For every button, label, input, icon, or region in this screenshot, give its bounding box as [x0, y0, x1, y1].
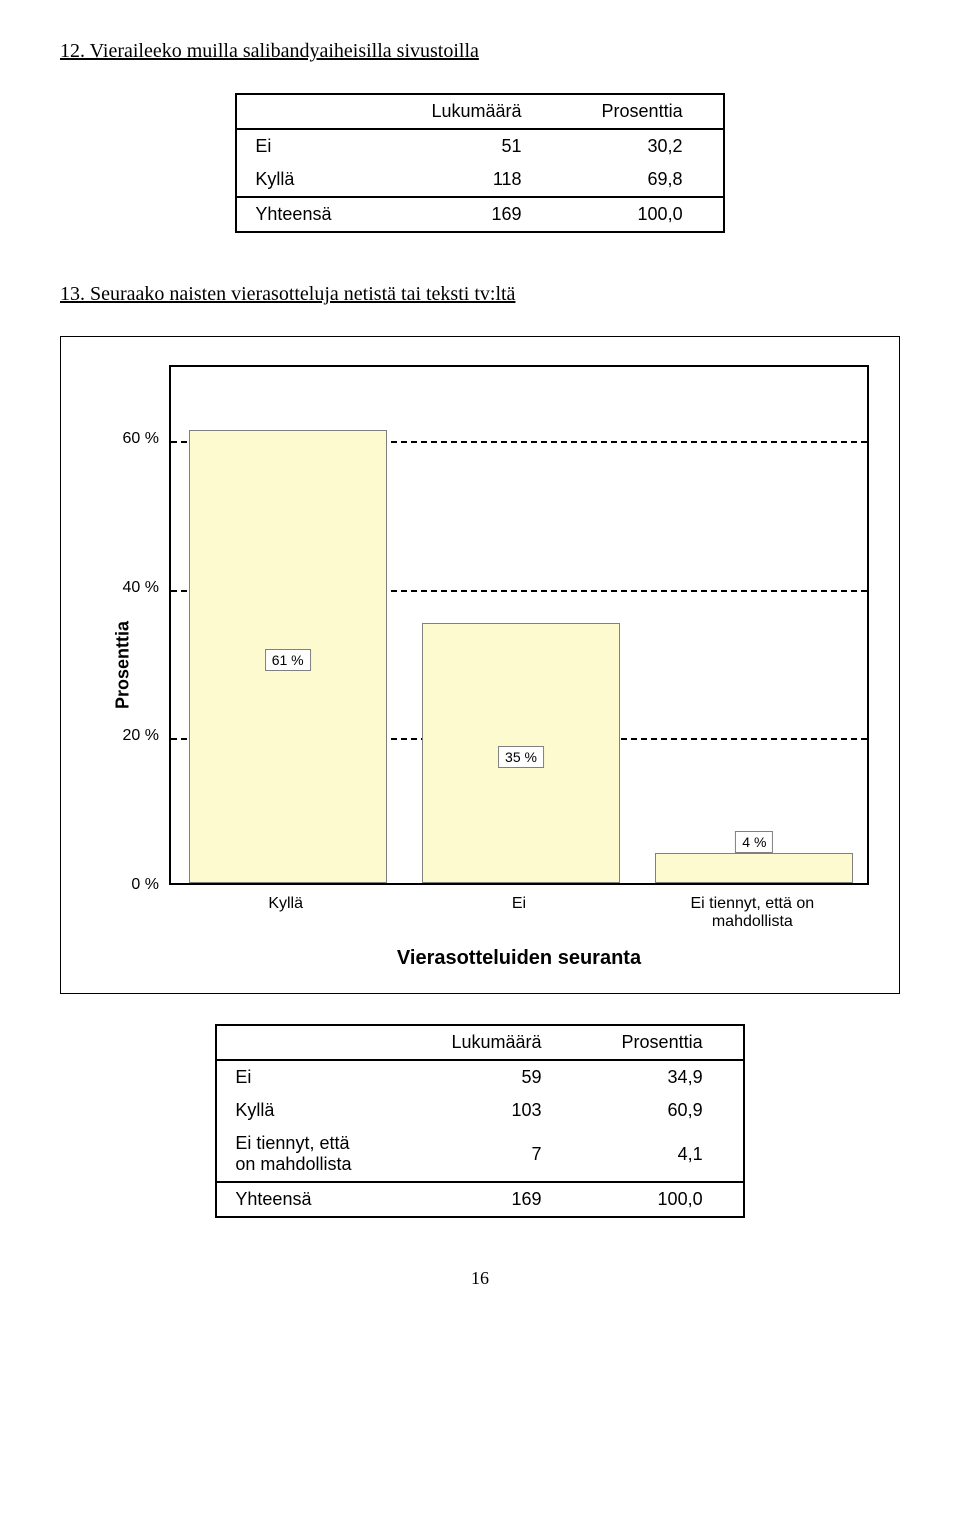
row-label: Kyllä [216, 1094, 411, 1127]
chart-y-axis-label: Prosenttia [113, 621, 134, 709]
row-pct: 100,0 [582, 1182, 744, 1217]
table-row: Kyllä 118 69,8 [236, 163, 723, 197]
section13-table: Lukumäärä Prosenttia Ei 59 34,9 Kyllä 10… [215, 1024, 744, 1218]
row-label: Ei tiennyt, että on mahdollista [216, 1127, 411, 1182]
chart-bar-value-label: 4 % [735, 831, 773, 853]
chart-outer-border: Prosenttia 61 % 35 % 4 % Vierasotteluiden … [60, 336, 900, 994]
row-pct: 4,1 [582, 1127, 744, 1182]
table-row: Ei 59 34,9 [216, 1060, 743, 1094]
table-row: Kyllä 103 60,9 [216, 1094, 743, 1127]
chart-y-tick-label: 20 % [114, 727, 159, 745]
table-row: Ei tiennyt, että on mahdollista 7 4,1 [216, 1127, 743, 1182]
table-row: Yhteensä 169 100,0 [216, 1182, 743, 1217]
row-label: Yhteensä [236, 197, 391, 232]
table-header-row: Lukumäärä Prosenttia [216, 1025, 743, 1060]
row-count: 169 [411, 1182, 581, 1217]
row-label: Ei [216, 1060, 411, 1094]
page-number: 16 [60, 1268, 900, 1289]
row-label: Ei [236, 129, 391, 163]
row-pct: 60,9 [582, 1094, 744, 1127]
chart-y-tick-label: 40 % [114, 579, 159, 597]
section13-title: 13. Seuraako naisten vierasotteluja neti… [60, 283, 900, 306]
row-count: 51 [391, 129, 561, 163]
chart-container: Prosenttia 61 % 35 % 4 % Vierasotteluiden … [60, 336, 900, 994]
chart-x-tick-label: Ei [512, 895, 526, 913]
table-header-pct: Prosenttia [582, 1025, 744, 1060]
table-header-pct: Prosenttia [562, 94, 724, 129]
chart-x-axis-label: Vierasotteluiden seuranta [169, 947, 869, 970]
chart-x-tick-label: Kyllä [268, 895, 303, 913]
chart-y-tick-label: 0 % [114, 876, 159, 894]
table-row: Ei 51 30,2 [236, 129, 723, 163]
table-header-row: Lukumäärä Prosenttia [236, 94, 723, 129]
section12-title: 12. Vieraileeko muilla salibandyaiheisil… [60, 40, 900, 63]
row-pct: 69,8 [562, 163, 724, 197]
row-count: 7 [411, 1127, 581, 1182]
section12-table: Lukumäärä Prosenttia Ei 51 30,2 Kyllä 11… [235, 93, 724, 233]
chart-x-tick-label: Ei tiennyt, että on mahdollista [684, 895, 821, 931]
table-header-count: Lukumäärä [411, 1025, 581, 1060]
chart-bar [655, 853, 853, 883]
row-label: Kyllä [236, 163, 391, 197]
row-pct: 30,2 [562, 129, 724, 163]
chart-plot-area: 61 % 35 % 4 % [169, 365, 869, 885]
table-header-count: Lukumäärä [391, 94, 561, 129]
chart-bar-value-label: 61 % [265, 649, 311, 671]
row-count: 103 [411, 1094, 581, 1127]
row-pct: 100,0 [562, 197, 724, 232]
table-header-blank [216, 1025, 411, 1060]
row-count: 59 [411, 1060, 581, 1094]
row-pct: 34,9 [582, 1060, 744, 1094]
table-header-blank [236, 94, 391, 129]
row-count: 118 [391, 163, 561, 197]
row-count: 169 [391, 197, 561, 232]
chart-bar-value-label: 35 % [498, 746, 544, 768]
chart-y-tick-label: 60 % [114, 430, 159, 448]
row-label: Yhteensä [216, 1182, 411, 1217]
bar-chart: Prosenttia 61 % 35 % 4 % Vierasotteluiden … [69, 345, 889, 985]
table-row: Yhteensä 169 100,0 [236, 197, 723, 232]
